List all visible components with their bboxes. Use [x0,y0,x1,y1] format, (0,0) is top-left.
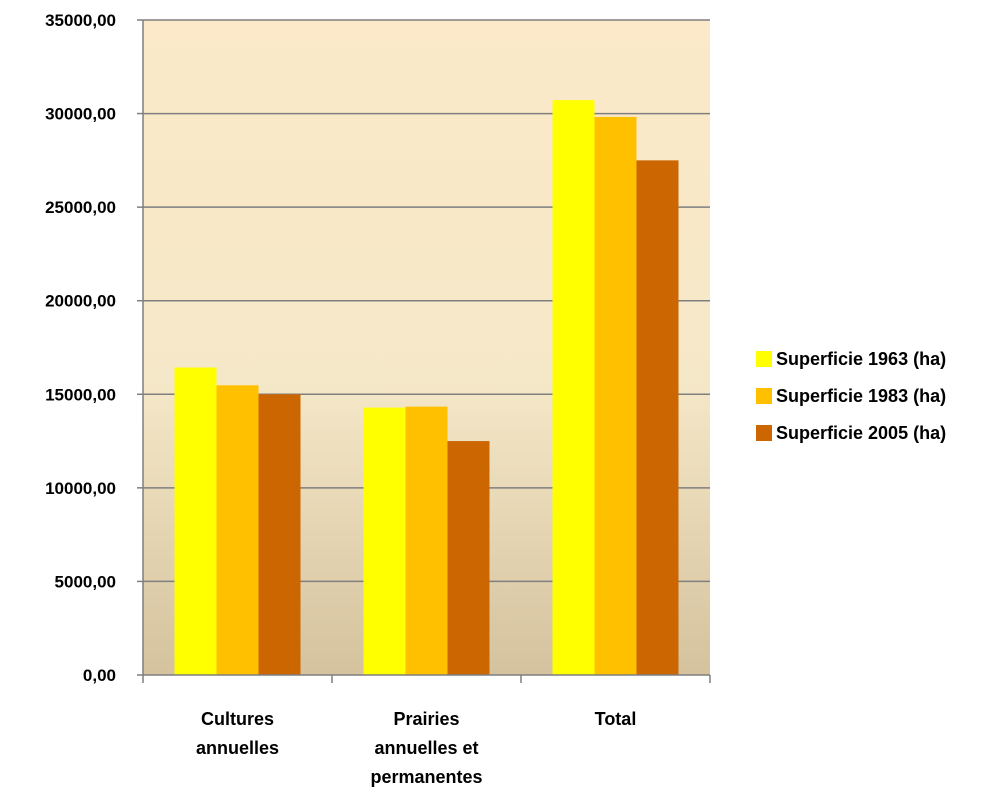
legend-label: Superficie 1963 (ha) [776,349,946,369]
y-tick-label: 20000,00 [45,292,116,311]
bar [363,407,406,675]
y-tick-label: 30000,00 [45,105,116,124]
legend-swatch [756,351,772,367]
legend: Superficie 1963 (ha) Superficie 1983 (ha)… [756,349,946,443]
y-tick-label: 35000,00 [45,11,116,30]
x-category-label: Prairies [393,709,459,729]
bars-group [174,100,679,675]
bar [636,160,679,675]
bar [174,367,217,675]
y-tick-label: 25000,00 [45,198,116,217]
bar [216,385,259,675]
y-axis-tick-labels: 0,00 5000,00 10000,00 15000,00 20000,00 25000… [45,11,116,685]
bar [258,394,301,675]
legend-label: Superficie 1983 (ha) [776,386,946,406]
legend-swatch [756,425,772,441]
y-tick-label: 15000,00 [45,385,116,404]
axes-group [137,19,711,683]
legend-swatch [756,388,772,404]
x-category-label: Cultures [201,709,274,729]
x-category-label: permanentes [370,767,482,787]
x-axis-category-labels: Cultures annuelles Prairies annuelles et per… [196,709,636,787]
y-tick-label: 5000,00 [55,572,116,591]
x-category-label: Total [595,709,637,729]
bar [405,406,448,675]
x-category-label: annuelles [196,738,279,758]
bar [594,116,637,675]
legend-label: Superficie 2005 (ha) [776,423,946,443]
x-category-label: annuelles et [374,738,478,758]
bar [552,100,595,675]
y-tick-label: 0,00 [83,666,116,685]
y-tick-label: 10000,00 [45,479,116,498]
bar [447,441,490,675]
